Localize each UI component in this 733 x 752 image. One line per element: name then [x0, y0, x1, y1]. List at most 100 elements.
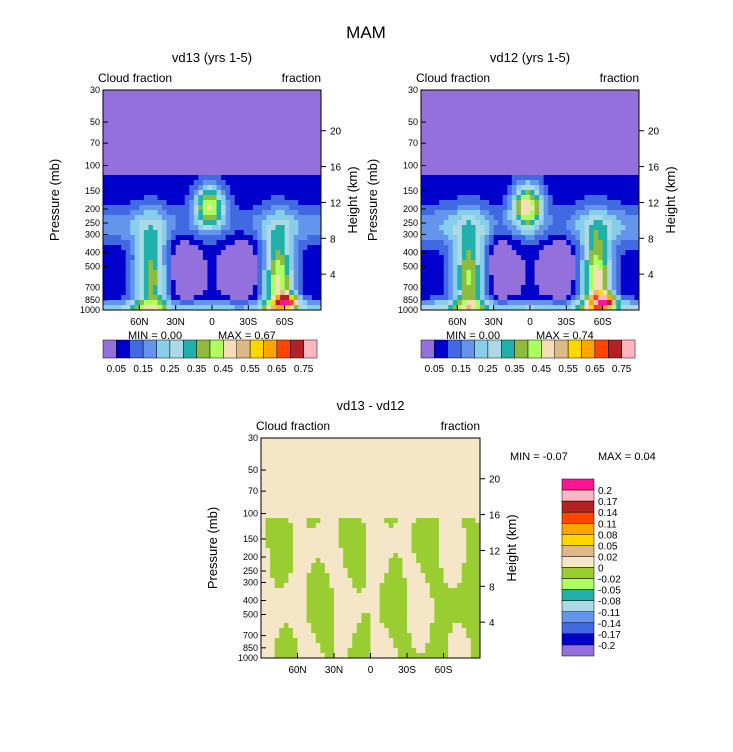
contour-cell — [103, 190, 109, 196]
contour-cell — [125, 285, 131, 291]
contour-cell — [507, 135, 513, 141]
contour-cell — [289, 260, 295, 266]
contour-cell — [570, 180, 576, 186]
contour-cell — [629, 270, 635, 276]
contour-cell — [575, 305, 581, 311]
contour-cell — [421, 305, 427, 311]
contour-cell — [271, 285, 277, 291]
contour-cell — [489, 230, 495, 236]
contour-cell — [180, 275, 186, 281]
contour-cell — [320, 653, 326, 659]
contour-cell — [297, 628, 303, 634]
contour-cell — [421, 210, 427, 216]
contour-cell — [280, 290, 286, 296]
contour-cell — [225, 260, 231, 266]
contour-cell — [629, 135, 635, 141]
contour-cell — [275, 160, 281, 166]
contour-cell — [225, 145, 231, 151]
contour-cell — [611, 110, 617, 116]
contour-cell — [589, 135, 595, 141]
contour-cell — [184, 100, 190, 106]
contour-cell — [307, 305, 313, 311]
contour-cell — [252, 135, 258, 141]
contour-cell — [171, 160, 177, 166]
contour-cell — [543, 140, 549, 146]
contour-cell — [274, 473, 280, 479]
contour-cell — [452, 275, 458, 281]
contour-cell — [311, 140, 317, 146]
y-tick-label: 100 — [403, 161, 418, 171]
contour-cell — [629, 175, 635, 181]
contour-cell — [134, 180, 140, 186]
contour-cell — [261, 185, 267, 191]
contour-cell — [189, 95, 195, 101]
contour-cell — [484, 270, 490, 276]
contour-cell — [461, 225, 467, 231]
contour-cell — [530, 130, 536, 136]
contour-cell — [271, 100, 277, 106]
contour-cell — [157, 165, 163, 171]
contour-cell — [221, 175, 227, 181]
contour-cell — [275, 195, 281, 201]
contour-cell — [570, 205, 576, 211]
contour-cell — [280, 205, 286, 211]
contour-cell — [493, 200, 499, 206]
contour-cell — [320, 498, 326, 504]
contour-cell — [439, 215, 445, 221]
contour-cell — [257, 110, 263, 116]
contour-cell — [280, 175, 286, 181]
contour-cell — [225, 130, 231, 136]
contour-cell — [243, 230, 249, 236]
contour-cell — [511, 200, 517, 206]
contour-cell — [171, 250, 177, 256]
contour-cell — [302, 443, 308, 449]
contour-cell — [261, 230, 267, 236]
contour-cell — [589, 285, 595, 291]
contour-cell — [293, 190, 299, 196]
contour-cell — [239, 180, 245, 186]
contour-cell — [216, 160, 222, 166]
contour-cell — [448, 160, 454, 166]
contour-cell — [629, 155, 635, 161]
contour-cell — [584, 160, 590, 166]
contour-cell — [307, 210, 313, 216]
contour-cell — [257, 205, 263, 211]
contour-cell — [171, 100, 177, 106]
contour-cell — [498, 90, 504, 96]
contour-cell — [530, 255, 536, 261]
contour-cell — [575, 150, 581, 156]
contour-cell — [230, 265, 236, 271]
contour-cell — [288, 528, 294, 534]
contour-cell — [484, 110, 490, 116]
contour-cell — [520, 165, 526, 171]
contour-cell — [579, 215, 585, 221]
contour-cell — [166, 285, 172, 291]
contour-cell — [489, 270, 495, 276]
contour-cell — [157, 115, 163, 121]
contour-cell — [589, 230, 595, 236]
contour-cell — [525, 285, 531, 291]
contour-cell — [216, 295, 222, 301]
contour-cell — [311, 145, 317, 151]
contour-cell — [239, 210, 245, 216]
contour-cell — [530, 285, 536, 291]
contour-cell — [324, 518, 330, 524]
contour-cell — [498, 110, 504, 116]
contour-cell — [103, 95, 109, 101]
contour-cell — [320, 518, 326, 524]
contour-cell — [439, 305, 445, 311]
contour-cell — [265, 558, 271, 564]
x-tick-label: 30S — [239, 317, 257, 328]
contour-cell — [466, 250, 472, 256]
contour-cell — [297, 513, 303, 519]
contour-cell — [261, 638, 267, 644]
contour-cell — [461, 280, 467, 286]
contour-cell — [425, 155, 431, 161]
contour-cell — [293, 215, 299, 221]
contour-cell — [475, 260, 481, 266]
contour-cell — [593, 135, 599, 141]
contour-cell — [589, 210, 595, 216]
contour-cell — [539, 290, 545, 296]
contour-cell — [184, 175, 190, 181]
contour-cell — [292, 543, 298, 549]
